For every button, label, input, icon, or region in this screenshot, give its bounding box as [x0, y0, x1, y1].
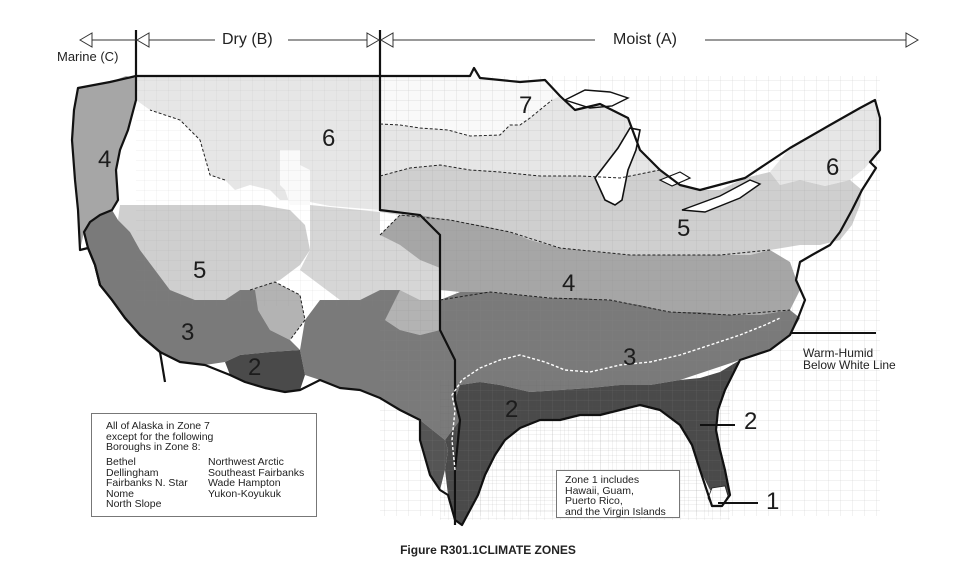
- borough-name: Fairbanks N. Star: [106, 477, 188, 489]
- borough-name: Bethel: [106, 456, 136, 468]
- legend-text: except for the following: [106, 430, 214, 443]
- borough-name: North Slope: [106, 498, 162, 510]
- borough-name: Nome: [106, 487, 135, 500]
- zone-3-label-east: 3: [623, 344, 637, 371]
- borough-name: Yukon-Koyukuk: [208, 487, 281, 500]
- legend-text: Puerto Rico,: [565, 495, 623, 507]
- zone-6-label-east: 6: [826, 154, 840, 181]
- borough-name: Wade Hampton: [208, 477, 281, 489]
- marine-regime-label: Marine (C): [57, 49, 119, 64]
- zone-4-label-west: 4: [98, 146, 112, 173]
- zone-5-label-west: 5: [193, 257, 207, 284]
- us-outline: [70, 66, 882, 527]
- legend-text: and the Virgin Islands: [565, 505, 666, 518]
- county-grid-overlay-west: [136, 76, 380, 306]
- borough-name: Southeast Fairbanks: [208, 466, 305, 479]
- zone-4-label-east: 4: [562, 270, 576, 297]
- warm-humid-note-line1: Warm-Humid: [803, 346, 874, 360]
- dry-regime-label: Dry (B): [222, 31, 273, 48]
- figure-caption: Figure R301.1CLIMATE ZONES: [400, 543, 576, 557]
- zone-2-label-florida: 2: [744, 408, 758, 435]
- alaska-boroughs-col2: Northwest Arctic Southeast Fairbanks Wad…: [208, 457, 304, 499]
- legend-text: Boroughs in Zone 8:: [106, 441, 201, 453]
- zone-5-label-east: 5: [677, 215, 691, 242]
- alaska-legend-intro: All of Alaska in Zone 7 except for the f…: [106, 421, 213, 453]
- zone-2-label-gulf: 2: [505, 396, 519, 423]
- alaska-legend: All of Alaska in Zone 7 except for the f…: [91, 413, 317, 517]
- legend-text: All of Alaska in Zone 7: [106, 420, 210, 432]
- warm-humid-note: Warm-Humid Below White Line: [803, 347, 896, 371]
- zone-7-label: 7: [519, 92, 533, 119]
- zone1-legend-text: Zone 1 includes Hawaii, Guam, Puerto Ric…: [565, 475, 666, 517]
- moisture-boundaries: [82, 30, 462, 525]
- zone-6-label-west: 6: [322, 125, 336, 152]
- moisture-regime-arrows: [79, 32, 919, 48]
- borough-name: Dellingham: [106, 466, 159, 479]
- moist-regime-label: Moist (A): [613, 31, 677, 48]
- borough-name: Northwest Arctic: [208, 456, 284, 468]
- zone-boundaries-dashed: [149, 99, 791, 341]
- alaska-boroughs-col1: Bethel Dellingham Fairbanks N. Star Nome…: [106, 457, 188, 510]
- great-lakes: [563, 89, 762, 213]
- zone-1-label: 1: [766, 488, 780, 515]
- leader-lines: [700, 332, 876, 504]
- zone1-legend: Zone 1 includes Hawaii, Guam, Puerto Ric…: [556, 470, 680, 518]
- zone-3-label-west: 3: [181, 319, 195, 346]
- zone-2-label-arizona: 2: [248, 354, 262, 381]
- legend-text: Hawaii, Guam,: [565, 484, 634, 497]
- legend-text: Zone 1 includes: [565, 474, 640, 486]
- warm-humid-note-line2: Below White Line: [803, 358, 896, 372]
